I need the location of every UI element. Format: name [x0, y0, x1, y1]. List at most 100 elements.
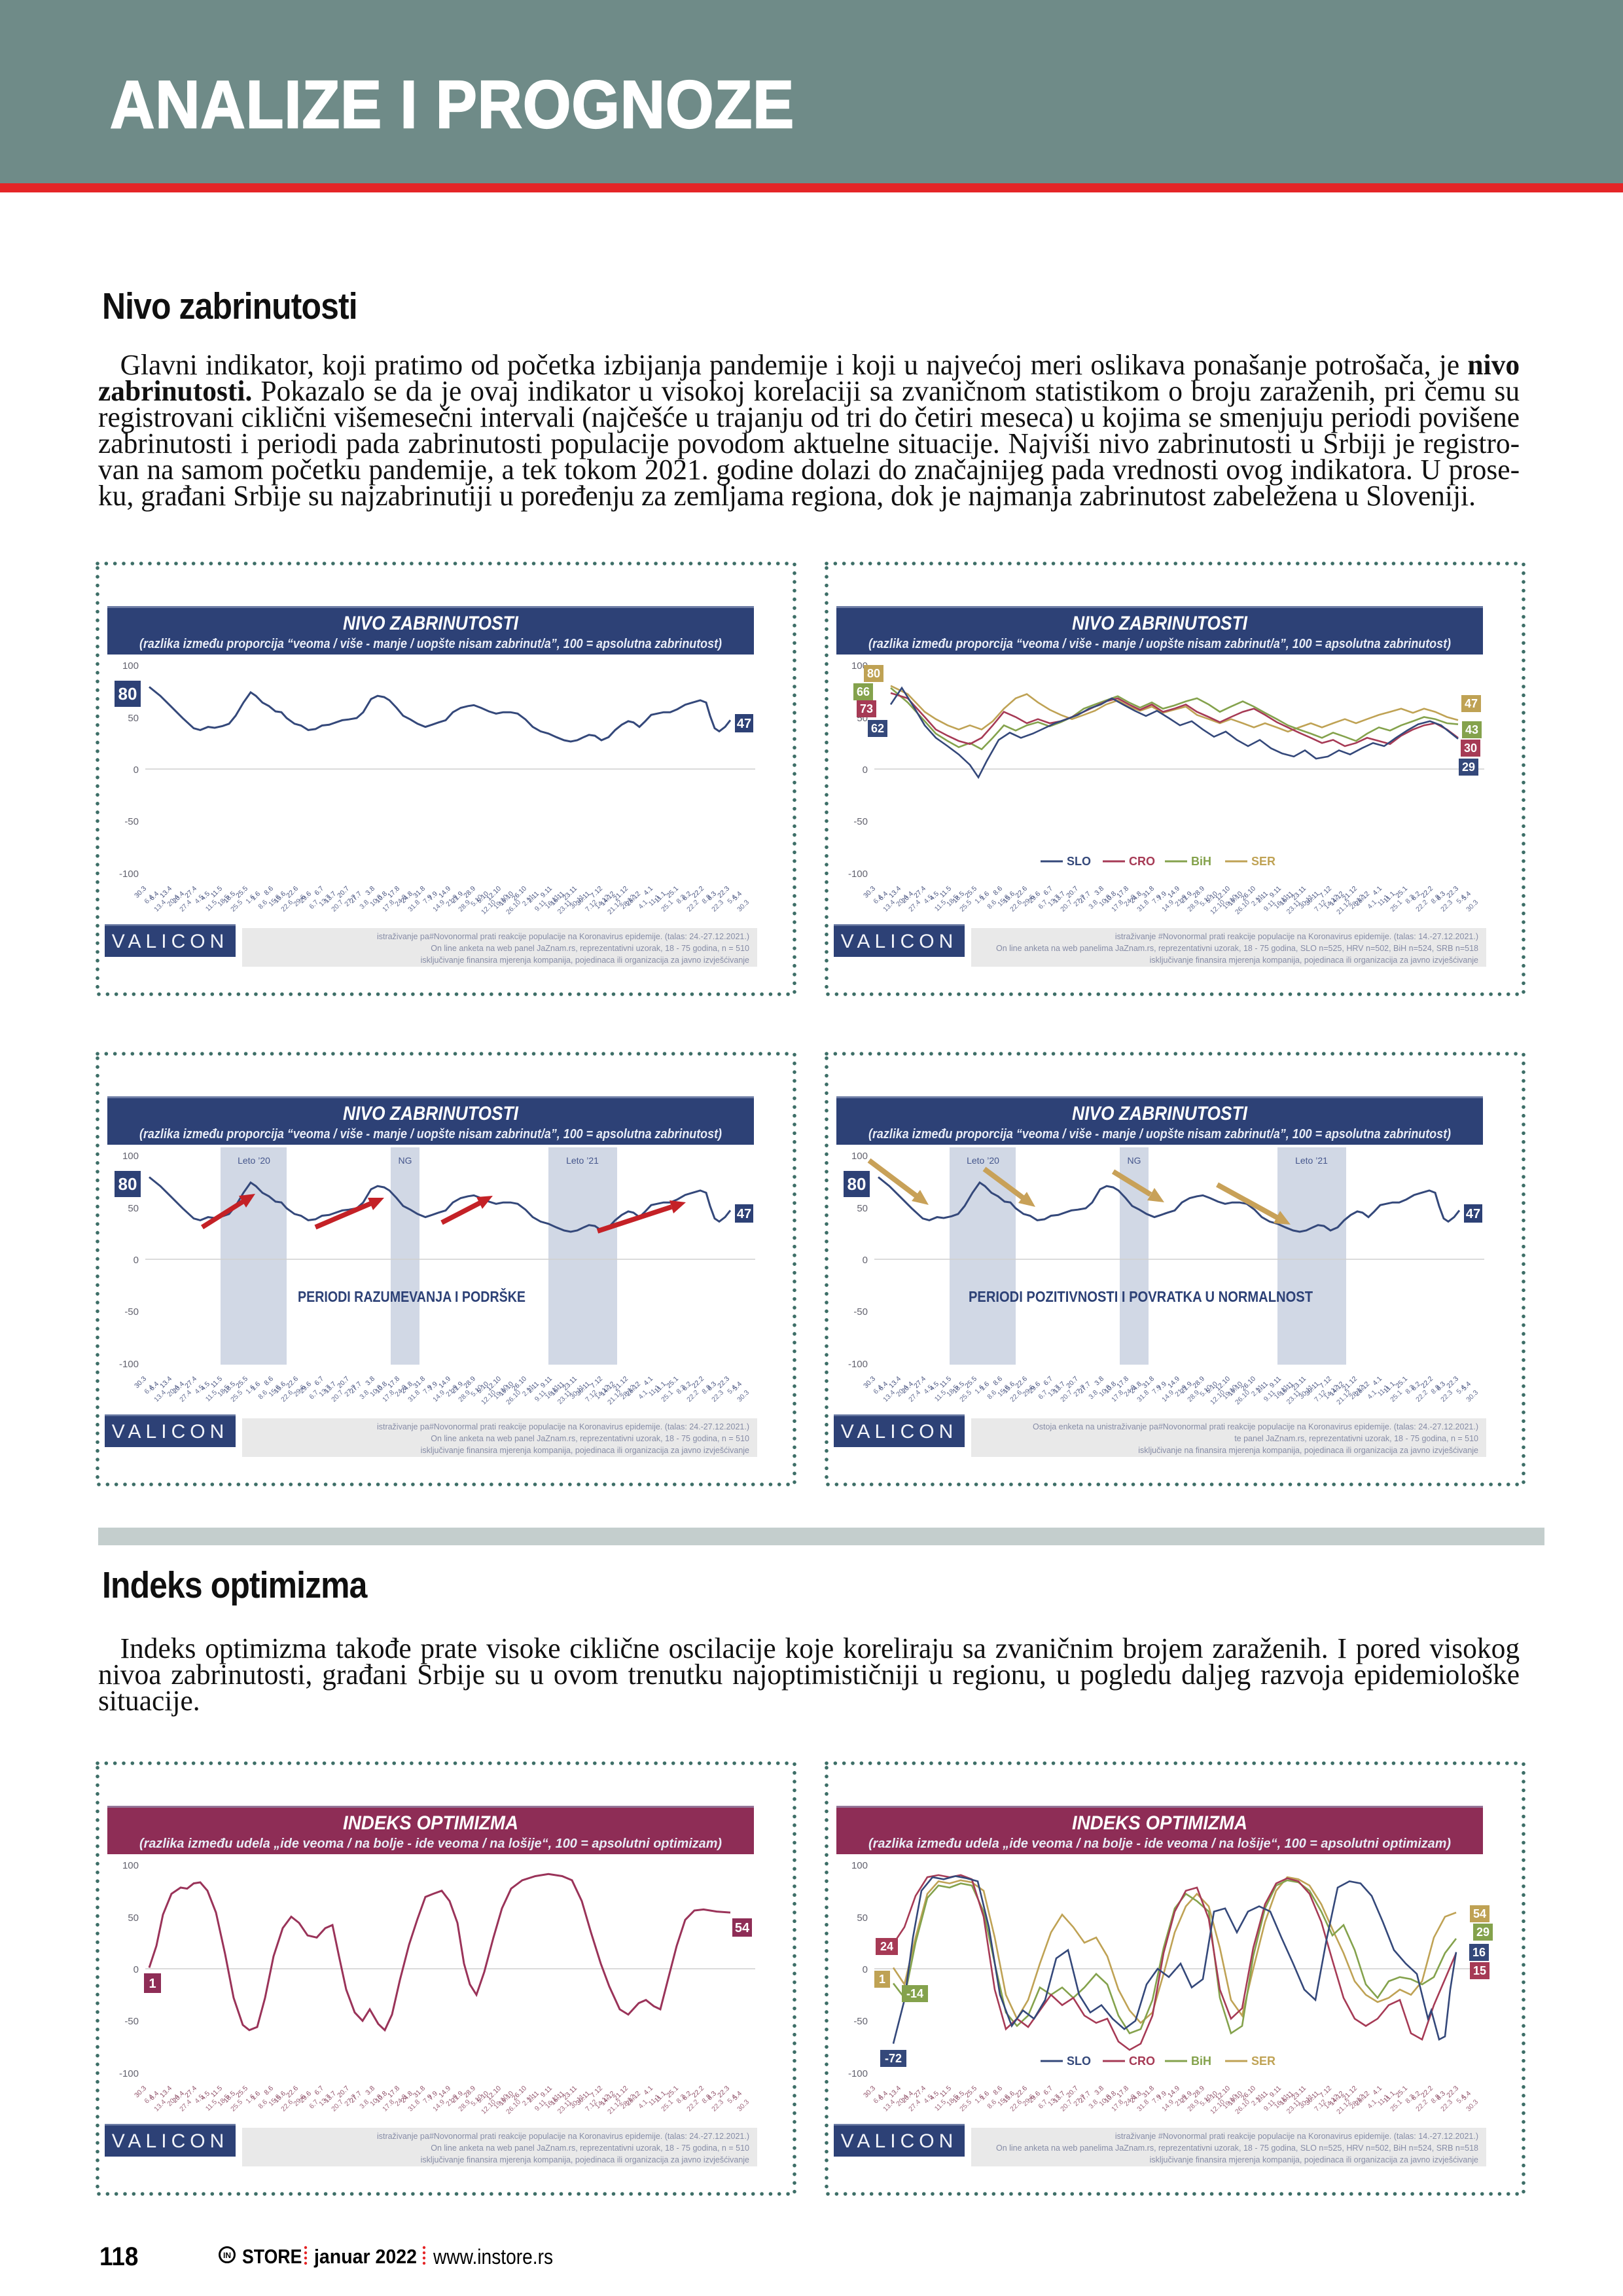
svg-text:50: 50: [128, 1912, 139, 1924]
svg-text:isključivanje finansira mjeren: isključivanje finansira mjerenja kompani…: [421, 2155, 749, 2164]
svg-text:4.1: 4.1: [1366, 899, 1378, 911]
svg-text:4.1: 4.1: [642, 1375, 654, 1388]
svg-text:isključivanje finansira mjeren: isključivanje finansira mjerenja kompani…: [421, 956, 749, 965]
svg-text:CRO: CRO: [1129, 855, 1155, 868]
svg-text:73: 73: [860, 702, 873, 715]
svg-text:29: 29: [1476, 1926, 1489, 1939]
svg-text:VALICON: VALICON: [841, 2130, 957, 2152]
svg-text:4.1: 4.1: [1371, 1375, 1383, 1388]
svg-text:istraživanje pa#Novonormal pra: istraživanje pa#Novonormal prati reakcij…: [377, 1422, 749, 1431]
svg-text:8.6: 8.6: [262, 885, 275, 897]
svg-text:8.6: 8.6: [986, 1389, 998, 1401]
svg-text:24: 24: [880, 1940, 893, 1953]
svg-text:80: 80: [118, 1174, 137, 1194]
svg-text:-14: -14: [906, 1987, 923, 2000]
svg-text:47: 47: [737, 1207, 751, 1221]
svg-text:1: 1: [879, 1973, 885, 1986]
svg-text:100: 100: [851, 1860, 868, 1871]
svg-text:BiH: BiH: [1191, 2054, 1211, 2068]
svg-text:80: 80: [118, 684, 137, 704]
svg-text:50: 50: [128, 713, 139, 724]
svg-text:8.6: 8.6: [991, 885, 1004, 897]
svg-text:SER: SER: [1251, 2054, 1275, 2068]
svg-text:8.6: 8.6: [986, 899, 998, 911]
svg-text:-100: -100: [848, 869, 868, 880]
svg-text:PERIODI POZITIVNOSTI I POVRAT: PERIODI POZITIVNOSTI I POVRATKA U NORMAL…: [969, 1288, 1313, 1305]
svg-text:43: 43: [1465, 723, 1478, 736]
svg-text:100: 100: [122, 1860, 139, 1871]
svg-text:4.1: 4.1: [637, 2098, 649, 2111]
svg-text:CRO: CRO: [1129, 2054, 1155, 2068]
svg-text:(razlika između udela „ide veo: (razlika između udela „ide veoma / na bo…: [868, 1837, 1451, 1851]
svg-text:3.8: 3.8: [1087, 2098, 1099, 2111]
svg-text:SLO: SLO: [1067, 855, 1091, 868]
svg-text:On line anketa na web panelima: On line anketa na web panelima JaZnam.rs…: [996, 2144, 1478, 2153]
svg-text:6.7: 6.7: [1037, 899, 1049, 911]
svg-text:16: 16: [1472, 1946, 1486, 1959]
svg-text:6.7: 6.7: [1042, 885, 1054, 897]
svg-text:4.1: 4.1: [1366, 1389, 1378, 1401]
svg-text:4.1: 4.1: [1366, 2098, 1378, 2111]
svg-text:54: 54: [1473, 1907, 1486, 1920]
svg-text:29: 29: [1462, 761, 1475, 774]
svg-text:INDEKS OPTIMIZMA: INDEKS OPTIMIZMA: [1072, 1812, 1247, 1834]
svg-text:6.7: 6.7: [308, 2098, 320, 2111]
svg-text:isključivanje finansira mjeren: isključivanje finansira mjerenja kompani…: [1150, 2155, 1478, 2164]
svg-text:47: 47: [1465, 697, 1478, 710]
svg-text:6.7: 6.7: [313, 1375, 325, 1388]
svg-text:6.7: 6.7: [308, 899, 320, 911]
svg-text:8.6: 8.6: [991, 1375, 1004, 1388]
svg-text:VALICON: VALICON: [112, 931, 228, 952]
svg-text:(razlika između proporcija “ve: (razlika između proporcija “veoma / više…: [139, 637, 722, 651]
svg-text:0: 0: [134, 1964, 139, 1975]
svg-text:isključivanje na finansira mje: isključivanje na finansira mjerenja komp…: [1138, 1446, 1478, 1455]
svg-text:NIVO ZABRINUTOSTI: NIVO ZABRINUTOSTI: [1072, 613, 1248, 634]
svg-text:(razlika između proporcija “ve: (razlika između proporcija “veoma / više…: [868, 1127, 1451, 1141]
svg-text:Leto ’21: Leto ’21: [1295, 1155, 1328, 1166]
svg-text:6.7: 6.7: [1037, 2098, 1049, 2111]
svg-text:6.7: 6.7: [313, 2085, 325, 2097]
svg-text:4.1: 4.1: [637, 899, 649, 911]
svg-text:3.8: 3.8: [364, 2085, 376, 2097]
svg-text:NG: NG: [399, 1155, 412, 1166]
svg-text:3.8: 3.8: [1087, 899, 1099, 911]
svg-text:80: 80: [867, 667, 880, 680]
svg-text:8.6: 8.6: [991, 2085, 1004, 2097]
svg-text:47: 47: [737, 717, 751, 731]
svg-text:Leto ’21: Leto ’21: [566, 1155, 599, 1166]
svg-text:6.7: 6.7: [1037, 1389, 1049, 1401]
svg-text:0: 0: [863, 764, 868, 776]
svg-text:3.8: 3.8: [1093, 2085, 1105, 2097]
svg-text:8.6: 8.6: [257, 899, 269, 911]
svg-text:0: 0: [134, 1255, 139, 1266]
svg-text:(razlika između udela „ide veo: (razlika između udela „ide veoma / na bo…: [139, 1837, 722, 1851]
svg-text:4.1: 4.1: [642, 2085, 654, 2097]
svg-text:8.6: 8.6: [257, 2098, 269, 2111]
svg-text:VALICON: VALICON: [112, 1421, 228, 1443]
svg-text:-50: -50: [853, 2016, 868, 2027]
svg-text:-50: -50: [853, 816, 868, 827]
svg-text:54: 54: [735, 1921, 750, 1935]
svg-text:Leto ’20: Leto ’20: [967, 1155, 999, 1166]
svg-text:isključivanje finansira mjeren: isključivanje finansira mjerenja kompani…: [421, 1446, 749, 1455]
svg-text:47: 47: [1466, 1207, 1480, 1221]
svg-text:3.8: 3.8: [364, 1375, 376, 1388]
svg-text:0: 0: [134, 764, 139, 776]
svg-text:3.8: 3.8: [364, 885, 376, 897]
svg-text:-100: -100: [119, 1359, 139, 1370]
svg-text:-100: -100: [848, 2068, 868, 2079]
svg-text:3.8: 3.8: [1093, 1375, 1105, 1388]
svg-text:-50: -50: [124, 1306, 139, 1318]
svg-text:3.8: 3.8: [1093, 885, 1105, 897]
svg-text:50: 50: [857, 1912, 868, 1924]
svg-text:3.8: 3.8: [358, 899, 370, 911]
svg-text:istraživanje #Novonormal prati: istraživanje #Novonormal prati reakcije …: [1115, 932, 1478, 941]
svg-text:100: 100: [851, 1151, 868, 1162]
svg-text:50: 50: [128, 1203, 139, 1214]
svg-text:0: 0: [863, 1964, 868, 1975]
svg-text:VALICON: VALICON: [841, 931, 957, 952]
svg-text:6.7: 6.7: [313, 885, 325, 897]
svg-text:100: 100: [851, 660, 868, 672]
svg-text:3.8: 3.8: [358, 2098, 370, 2111]
svg-text:6.7: 6.7: [1042, 1375, 1054, 1388]
